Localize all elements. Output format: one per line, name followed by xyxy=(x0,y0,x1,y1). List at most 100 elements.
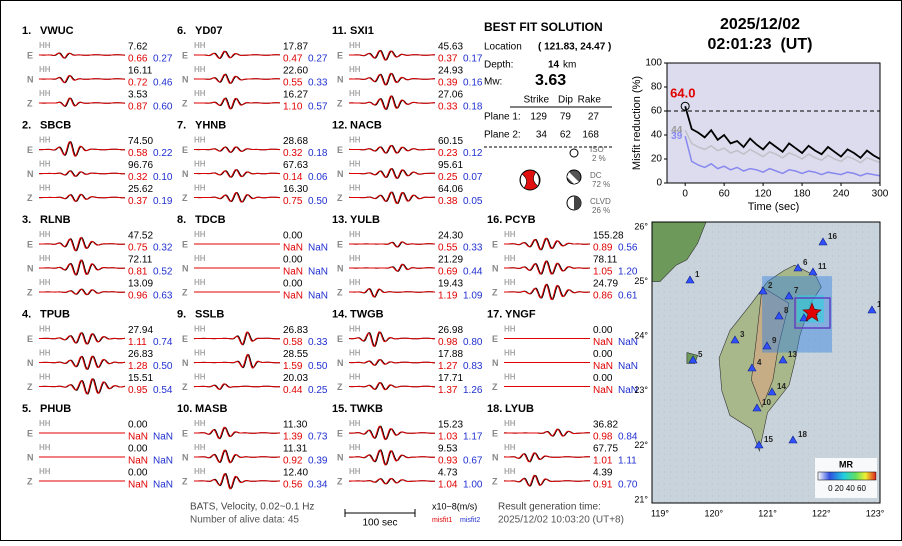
station-marker xyxy=(688,355,698,364)
station-marker xyxy=(762,341,772,350)
component: E xyxy=(27,145,33,155)
amplitude: 67.75 xyxy=(593,444,618,455)
channel: HH xyxy=(194,160,206,169)
beachball xyxy=(519,148,582,211)
misfit2: 0.39 xyxy=(308,456,328,467)
station-number: 7. xyxy=(177,119,186,131)
waveform-synthetic xyxy=(193,97,280,110)
channel: HH xyxy=(349,184,361,193)
component: N xyxy=(27,358,34,368)
component: Z xyxy=(337,476,343,486)
waveform-synthetic xyxy=(348,382,435,391)
x-tick-label: 300 xyxy=(872,189,889,200)
misfit1: 1.19 xyxy=(438,291,458,302)
channel: HH xyxy=(194,325,206,334)
component: Z xyxy=(27,193,33,203)
component: N xyxy=(182,263,189,273)
location: ( 121.83, 24.47 ) xyxy=(538,42,611,53)
plane-header: Strike xyxy=(523,95,549,106)
y-tick-label: 80 xyxy=(651,82,663,93)
channel: HH xyxy=(194,349,206,358)
misfit1: 0.14 xyxy=(283,172,303,183)
station-number: 11. xyxy=(332,25,347,37)
station-name: YNGF xyxy=(505,308,536,320)
station-name: YULB xyxy=(350,214,380,226)
amplitude: 95.61 xyxy=(438,160,463,171)
channel: HH xyxy=(39,89,51,98)
component: N xyxy=(182,74,189,84)
amplitude: 17.87 xyxy=(283,42,308,53)
channel: HH xyxy=(504,467,516,476)
misfit2: NaN xyxy=(153,432,173,443)
channel: HH xyxy=(504,419,516,428)
channel: HH xyxy=(349,278,361,287)
annotation: 44 xyxy=(671,125,683,136)
misfit2: 0.12 xyxy=(463,148,483,159)
misfit1: 0.38 xyxy=(438,196,458,207)
component: E xyxy=(182,239,188,249)
amplitude: 20.03 xyxy=(283,373,308,384)
misfit1: 0.98 xyxy=(593,432,613,443)
misfit2-legend: misfit2 xyxy=(460,517,480,524)
channel: HH xyxy=(349,467,361,476)
station-name: RLNB xyxy=(40,214,71,226)
amplitude: 4.73 xyxy=(438,468,458,479)
amplitude: 27.94 xyxy=(128,325,153,336)
station-name: VWUC xyxy=(40,25,74,37)
amplitude: 9.53 xyxy=(438,444,458,455)
location-label: Location xyxy=(484,42,522,53)
lat-tick: 24° xyxy=(634,331,648,341)
misfit2: 0.52 xyxy=(153,267,173,278)
misfit2: 1.09 xyxy=(463,291,483,302)
station-label: 18 xyxy=(798,430,807,439)
component: N xyxy=(27,452,34,462)
amplitude: 72.11 xyxy=(128,255,153,266)
component: E xyxy=(182,145,188,155)
misfit2: 0.67 xyxy=(463,456,483,467)
misfit2: NaN xyxy=(308,243,328,254)
component: N xyxy=(337,169,344,179)
station-marker xyxy=(778,355,788,364)
station-name: SXI1 xyxy=(350,25,374,37)
amplitude: 16.27 xyxy=(283,90,308,101)
misfit2: 0.56 xyxy=(618,243,638,254)
station-label: 2 xyxy=(768,281,773,290)
channel: HH xyxy=(349,136,361,145)
component: N xyxy=(492,358,499,368)
component: Z xyxy=(182,476,188,486)
misfit1: 0.58 xyxy=(128,148,148,159)
waveform-synthetic xyxy=(193,331,281,346)
channel: HH xyxy=(39,65,51,74)
amplitude: 15.23 xyxy=(438,420,463,431)
channel: HH xyxy=(349,89,361,98)
x-tick-label: 180 xyxy=(794,189,811,200)
misfit2: 1.20 xyxy=(618,267,638,278)
waveform-synthetic xyxy=(39,52,126,59)
waveform-synthetic xyxy=(349,288,436,298)
y-axis-label: Misfit reduction (%) xyxy=(631,76,643,170)
channel: HH xyxy=(349,419,361,428)
misfit1: 0.89 xyxy=(593,243,613,254)
component: N xyxy=(182,169,189,179)
channel: HH xyxy=(349,373,361,382)
channel: HH xyxy=(194,419,206,428)
misfit1: NaN xyxy=(593,337,613,348)
component: Z xyxy=(337,382,343,392)
station-label: 6 xyxy=(803,258,808,267)
misfit1: 0.96 xyxy=(128,291,148,302)
lon-tick: 120° xyxy=(704,508,723,518)
station-marker xyxy=(867,305,877,314)
misfit1: 0.75 xyxy=(128,243,148,254)
station-marker xyxy=(758,286,768,295)
component: Z xyxy=(182,287,188,297)
misfit1: 0.47 xyxy=(283,54,303,65)
search-box xyxy=(794,297,831,329)
misfit1: 0.23 xyxy=(438,148,458,159)
station-marker xyxy=(730,335,740,344)
station-name: TDCB xyxy=(195,214,226,226)
amplitude: 74.50 xyxy=(128,136,153,147)
amplitude: 0.00 xyxy=(128,444,148,455)
channel: HH xyxy=(194,443,206,452)
station-number: 5. xyxy=(22,403,31,415)
